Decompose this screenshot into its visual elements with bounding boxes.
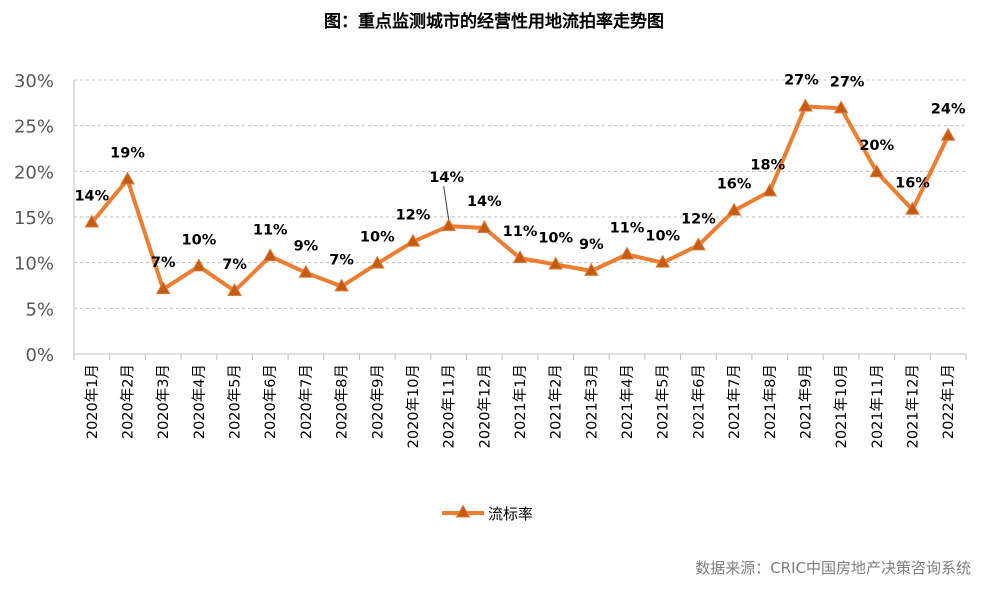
x-tick-label: 2021年12月 xyxy=(904,364,921,448)
x-tick-label: 2021年7月 xyxy=(726,364,743,439)
x-tick-label: 2020年12月 xyxy=(476,364,493,448)
data-label: 14% xyxy=(429,170,464,186)
x-tick-label: 2020年5月 xyxy=(227,364,244,439)
data-point xyxy=(120,171,135,185)
x-tick-label: 2020年6月 xyxy=(262,364,279,439)
data-point xyxy=(441,218,456,232)
data-label: 12% xyxy=(396,208,431,224)
legend-triangle-icon xyxy=(455,504,471,518)
x-tick-label: 2021年6月 xyxy=(690,364,707,439)
x-tick-label: 2020年2月 xyxy=(120,364,137,439)
y-tick-label: 15% xyxy=(14,208,54,229)
data-label: 18% xyxy=(750,157,785,173)
data-label: 16% xyxy=(895,176,930,192)
x-tick-label: 2021年11月 xyxy=(869,364,886,448)
data-label: 10% xyxy=(182,232,217,248)
x-tick-label: 2020年10月 xyxy=(405,364,422,448)
x-tick-label: 2021年8月 xyxy=(762,364,779,439)
x-tick-label: 2021年9月 xyxy=(797,364,814,439)
data-point xyxy=(155,281,171,295)
legend: 流标率 xyxy=(442,504,533,523)
data-label: 20% xyxy=(859,138,894,154)
data-label: 9% xyxy=(579,237,604,253)
y-tick-label: 5% xyxy=(25,299,54,320)
data-point xyxy=(191,258,207,272)
x-tick-label: 2020年7月 xyxy=(298,364,315,439)
y-tick-label: 20% xyxy=(14,162,54,183)
x-tick-label: 2020年9月 xyxy=(369,364,386,439)
x-axis: 2020年1月 2020年2月 2020年3月 2020年4月 2020年5月 2020年… xyxy=(73,353,967,448)
y-tick-label: 30% xyxy=(14,71,54,92)
data-point xyxy=(262,248,278,262)
data-point xyxy=(762,183,778,197)
data-label: 16% xyxy=(717,177,752,193)
data-point xyxy=(869,164,885,178)
label-leader-line xyxy=(443,186,450,220)
data-point xyxy=(619,246,635,260)
x-tick-label: 2022年1月 xyxy=(940,364,957,439)
data-point xyxy=(940,127,956,141)
data-point xyxy=(476,219,492,233)
x-tick-label: 2020年11月 xyxy=(441,364,458,448)
data-point xyxy=(227,282,242,296)
data-label: 14% xyxy=(467,194,502,210)
x-tick-label: 2020年3月 xyxy=(155,364,172,439)
data-point xyxy=(369,255,385,269)
chart-title: 图：重点监测城市的经营性用地流拍率走势图 xyxy=(324,11,664,32)
data-label: 27% xyxy=(784,72,819,88)
x-tick-label: 2021年3月 xyxy=(583,364,600,439)
x-tick-label: 2021年1月 xyxy=(512,364,529,439)
data-label: 10% xyxy=(360,230,395,246)
x-tick-label: 2020年4月 xyxy=(191,364,208,439)
data-point xyxy=(833,100,849,114)
data-point xyxy=(655,254,671,268)
legend-label: 流标率 xyxy=(488,505,533,523)
data-label: 7% xyxy=(329,252,354,268)
data-point xyxy=(584,262,599,276)
data-label: 27% xyxy=(830,74,865,90)
data-point xyxy=(798,98,813,112)
y-tick-label: 0% xyxy=(25,345,54,366)
data-label: 7% xyxy=(222,257,247,273)
data-point xyxy=(84,214,100,228)
x-tick-label: 2021年10月 xyxy=(833,364,850,448)
y-tick-label: 10% xyxy=(14,254,54,275)
data-point xyxy=(298,264,314,278)
x-tick-label: 2021年4月 xyxy=(619,364,636,439)
data-point xyxy=(405,233,421,247)
data-label: 19% xyxy=(110,146,145,162)
y-axis: 0% 5% 10% 15% 20% 25% 30% xyxy=(14,71,75,366)
data-label: 7% xyxy=(151,255,176,271)
y-tick-label: 25% xyxy=(14,117,54,138)
data-point xyxy=(691,237,706,251)
data-point xyxy=(548,256,564,270)
series-line xyxy=(84,98,956,296)
data-label: 11% xyxy=(503,224,538,240)
data-label: 11% xyxy=(253,222,288,238)
data-point xyxy=(512,250,528,264)
data-point xyxy=(726,202,742,216)
x-tick-label: 2021年2月 xyxy=(548,364,565,439)
source-note: 数据来源：CRIC中国房地产决策咨询系统 xyxy=(695,559,971,577)
x-tick-label: 2021年5月 xyxy=(655,364,672,439)
data-label: 11% xyxy=(610,220,645,236)
data-point xyxy=(334,278,349,292)
series-polyline xyxy=(89,104,951,293)
data-point xyxy=(905,201,920,215)
data-label: 24% xyxy=(931,102,966,118)
data-label: 9% xyxy=(294,239,319,255)
x-tick-label: 2020年8月 xyxy=(334,364,351,439)
x-tick-label: 2020年1月 xyxy=(84,364,101,439)
data-label: 10% xyxy=(538,230,573,246)
data-label: 10% xyxy=(645,229,680,245)
data-label: 14% xyxy=(74,188,109,204)
data-labels: 14%19%7%10%7%11%9%7%10%12%14%14%11% 10% 9%… xyxy=(74,72,965,272)
data-label: 12% xyxy=(681,211,716,227)
